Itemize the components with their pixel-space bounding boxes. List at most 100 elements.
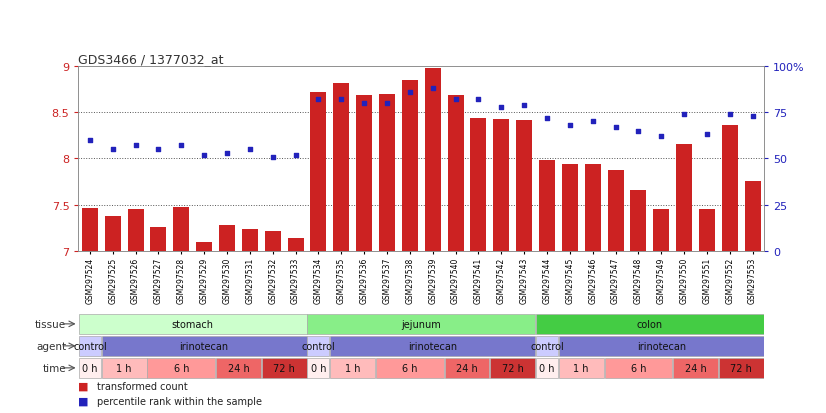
Text: 0 h: 0 h: [311, 363, 326, 373]
Point: [380, 100, 394, 107]
Bar: [150, 227, 167, 251]
Bar: [356, 95, 373, 251]
Text: colon: colon: [637, 319, 662, 329]
Bar: [559, 336, 763, 356]
Text: 72 h: 72 h: [273, 363, 295, 373]
Bar: [330, 336, 535, 356]
Bar: [699, 210, 715, 251]
Text: percentile rank within the sample: percentile rank within the sample: [97, 396, 262, 406]
Text: GDS3466 / 1377032_at: GDS3466 / 1377032_at: [78, 52, 224, 66]
Bar: [516, 120, 532, 251]
Point: [700, 132, 714, 138]
Point: [746, 113, 759, 120]
Bar: [491, 358, 535, 378]
Text: 24 h: 24 h: [685, 363, 706, 373]
Point: [563, 122, 577, 129]
Text: 72 h: 72 h: [730, 363, 752, 373]
Point: [175, 143, 188, 150]
Point: [152, 147, 165, 153]
Bar: [562, 164, 578, 251]
Bar: [311, 93, 326, 251]
Text: agent: agent: [36, 341, 66, 351]
Bar: [79, 314, 306, 334]
Point: [221, 150, 234, 157]
Bar: [376, 358, 444, 378]
Bar: [127, 210, 144, 251]
Bar: [425, 69, 441, 251]
Bar: [493, 119, 510, 251]
Text: irinotecan: irinotecan: [637, 341, 686, 351]
Bar: [307, 336, 330, 356]
Point: [129, 143, 142, 150]
Point: [244, 147, 257, 153]
Text: control: control: [73, 341, 107, 351]
Bar: [216, 358, 261, 378]
Point: [449, 97, 463, 103]
Point: [266, 154, 279, 160]
Text: 0 h: 0 h: [539, 363, 555, 373]
Point: [495, 104, 508, 111]
Bar: [242, 229, 258, 251]
Point: [312, 97, 325, 103]
Bar: [444, 358, 489, 378]
Text: ■: ■: [78, 396, 89, 406]
Bar: [536, 358, 558, 378]
Point: [197, 152, 211, 159]
Bar: [722, 126, 738, 251]
Point: [609, 124, 622, 131]
Point: [335, 97, 348, 103]
Text: control: control: [301, 341, 335, 351]
Text: transformed count: transformed count: [97, 381, 188, 391]
Text: 6 h: 6 h: [630, 363, 646, 373]
Bar: [448, 96, 463, 251]
Text: 0 h: 0 h: [82, 363, 97, 373]
Point: [403, 89, 416, 96]
Bar: [653, 210, 669, 251]
Point: [540, 115, 553, 122]
Point: [586, 119, 600, 126]
Text: 1 h: 1 h: [345, 363, 360, 373]
Text: 6 h: 6 h: [402, 363, 418, 373]
Bar: [264, 231, 281, 251]
Bar: [105, 216, 121, 251]
Bar: [307, 358, 330, 378]
Point: [289, 152, 302, 159]
Bar: [607, 171, 624, 251]
Text: control: control: [530, 341, 564, 351]
Bar: [379, 95, 395, 251]
Bar: [630, 190, 647, 251]
Point: [724, 112, 737, 118]
Bar: [79, 336, 101, 356]
Bar: [401, 81, 418, 251]
Text: jejunum: jejunum: [401, 319, 441, 329]
Point: [106, 147, 120, 153]
Bar: [307, 314, 535, 334]
Bar: [470, 119, 487, 251]
Text: 24 h: 24 h: [456, 363, 477, 373]
Text: time: time: [42, 363, 66, 373]
Bar: [536, 314, 763, 334]
Bar: [333, 83, 349, 251]
Text: 1 h: 1 h: [116, 363, 132, 373]
Bar: [744, 181, 761, 251]
Bar: [536, 336, 558, 356]
Text: 24 h: 24 h: [228, 363, 249, 373]
Text: 1 h: 1 h: [573, 363, 589, 373]
Point: [426, 85, 439, 92]
Point: [517, 102, 530, 109]
Bar: [148, 358, 215, 378]
Text: stomach: stomach: [172, 319, 214, 329]
Point: [632, 128, 645, 135]
Bar: [719, 358, 763, 378]
Bar: [585, 164, 601, 251]
Bar: [330, 358, 375, 378]
Text: irinotecan: irinotecan: [408, 341, 458, 351]
Bar: [559, 358, 604, 378]
Bar: [102, 336, 306, 356]
Bar: [287, 238, 304, 251]
Bar: [262, 358, 306, 378]
Point: [358, 100, 371, 107]
Text: 72 h: 72 h: [501, 363, 524, 373]
Point: [472, 97, 485, 103]
Bar: [539, 161, 555, 251]
